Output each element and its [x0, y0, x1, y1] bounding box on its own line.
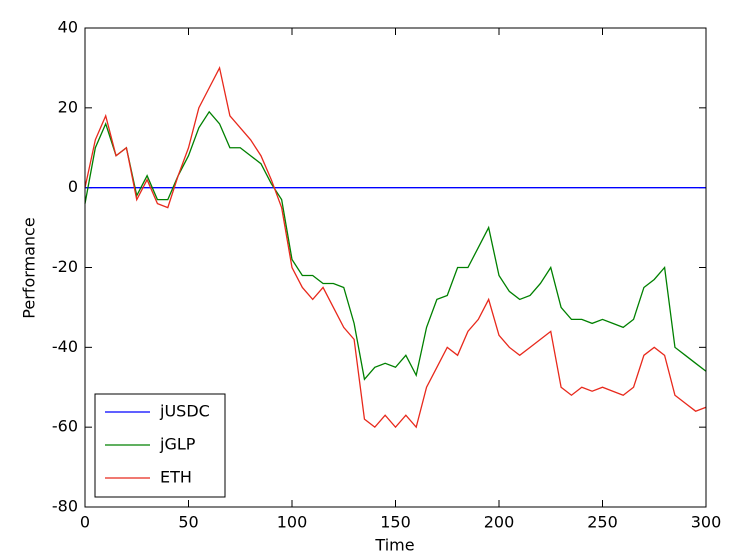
y-tick-label: -80: [52, 497, 78, 516]
x-tick-label: 100: [277, 513, 308, 532]
x-tick-label: 300: [691, 513, 722, 532]
y-tick-label: 20: [58, 97, 78, 116]
x-tick-label: 0: [80, 513, 90, 532]
y-tick-label: 40: [58, 18, 78, 37]
y-tick-label: -40: [52, 337, 78, 356]
x-tick-label: 150: [380, 513, 411, 532]
y-tick-label: 0: [68, 177, 78, 196]
y-tick-label: -60: [52, 417, 78, 436]
y-axis-label: Performance: [20, 217, 39, 318]
legend-label: jGLP: [159, 435, 196, 454]
legend-label: ETH: [160, 468, 192, 487]
legend-label: jUSDC: [159, 402, 210, 421]
plot-frame: [84, 27, 707, 508]
x-tick-label: 200: [484, 513, 515, 532]
y-tick-label: -20: [52, 257, 78, 276]
line-series: [84, 110, 707, 381]
x-tick-label: 50: [178, 513, 198, 532]
x-tick-label: 250: [587, 513, 618, 532]
x-axis-label: Time: [374, 536, 414, 555]
line-series: [84, 66, 707, 429]
